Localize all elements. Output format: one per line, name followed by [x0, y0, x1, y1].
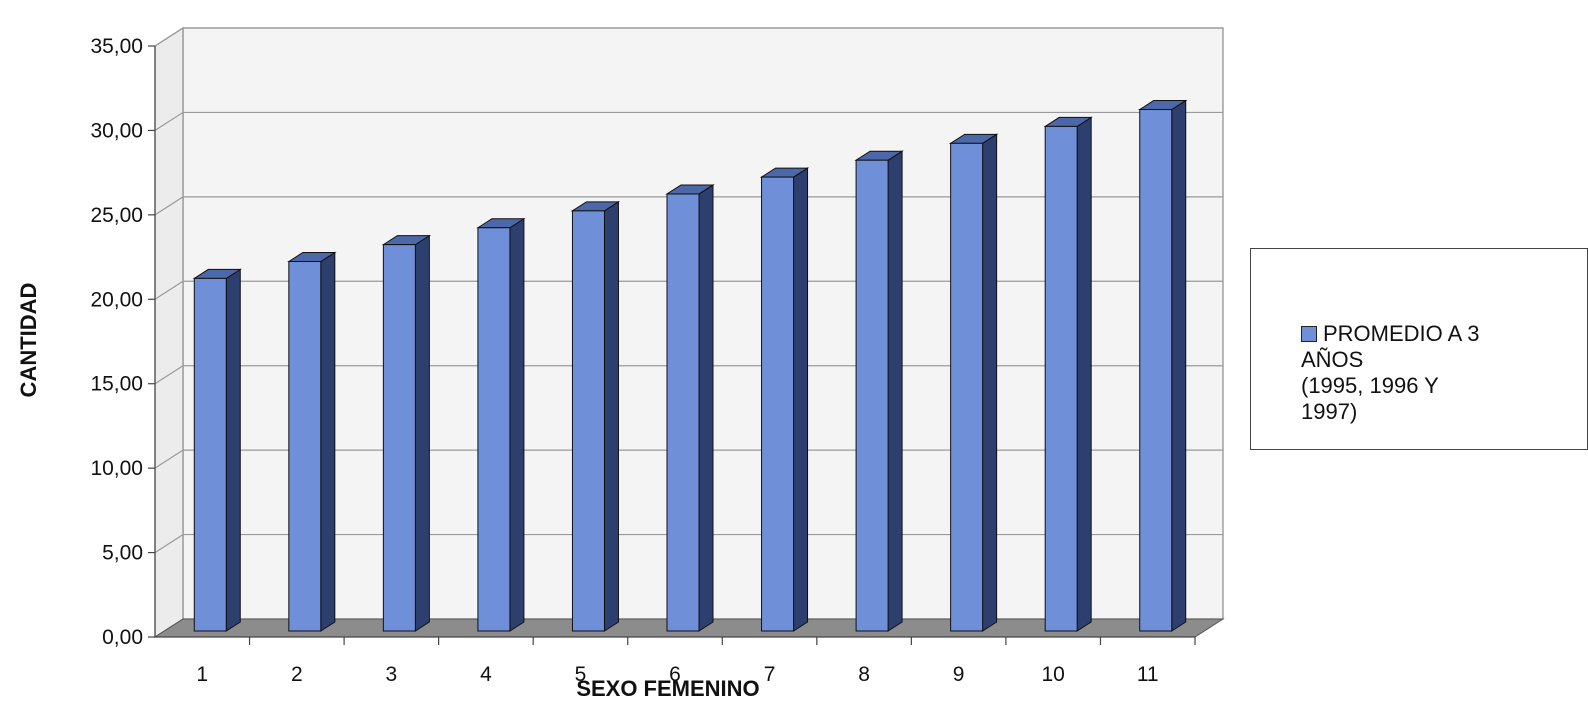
bar-front: [288, 261, 322, 632]
bar: [1043, 116, 1093, 632]
x-tick-label: 5: [575, 663, 587, 686]
y-tick-labels: 0,00 5,00 10,00 15,00 20,00 25,00 30,00 35,00: [90, 35, 143, 649]
bar-side: [1171, 99, 1187, 632]
bar: [192, 268, 242, 632]
bar-front: [1044, 125, 1078, 632]
bar-series: [192, 99, 1188, 632]
bar-side: [982, 133, 998, 632]
bar: [948, 133, 999, 632]
x-tick-labels: 1 2 3 4 5 6 7 8 9 10 11: [196, 663, 1158, 686]
legend-swatch-icon: [1301, 326, 1317, 342]
x-tick-label: 7: [764, 663, 776, 686]
bar-side: [320, 251, 336, 632]
x-tick-label: 6: [669, 663, 681, 686]
bar-front: [761, 176, 795, 632]
bar-side: [1076, 116, 1092, 632]
y-tick-label: 25,00: [90, 204, 143, 227]
y-tick-label: 0,00: [102, 626, 143, 649]
bar-side: [603, 200, 619, 632]
bar: [1138, 99, 1188, 632]
bar-side: [887, 150, 903, 632]
bar-side: [225, 268, 241, 632]
bar-side: [414, 234, 430, 632]
y-tick-label: 5,00: [102, 542, 143, 565]
bar-front: [571, 210, 605, 632]
gridline: [154, 111, 1223, 131]
y-tick-label: 20,00: [90, 288, 143, 311]
bar: [476, 217, 526, 632]
legend: PROMEDIO A 3 AÑOS (1995, 1996 Y 1997): [1250, 248, 1588, 450]
x-tick-label: 8: [858, 663, 870, 686]
bar-front: [950, 142, 984, 632]
bar: [570, 200, 621, 632]
bar-front: [193, 277, 227, 632]
x-tick-label: 11: [1137, 663, 1159, 686]
side-wall: [154, 26, 184, 639]
gridline: [154, 27, 1223, 47]
x-tick-label: 3: [386, 663, 398, 686]
bar-front: [382, 244, 416, 632]
bar-side: [509, 217, 525, 632]
x-tick-label: 2: [291, 663, 303, 686]
y-tick-label: 10,00: [90, 457, 143, 480]
y-tick-label: 30,00: [90, 119, 143, 142]
bar-front: [666, 193, 700, 632]
legend-entry: PROMEDIO A 3 AÑOS (1995, 1996 Y 1997): [1301, 321, 1571, 425]
x-axis-title: SEXO FEMENINO: [576, 676, 759, 701]
legend-label: PROMEDIO A 3 AÑOS (1995, 1996 Y 1997): [1301, 321, 1480, 424]
bar-side: [793, 167, 809, 632]
x-tick-label: 10: [1042, 663, 1065, 686]
x-tick-label: 4: [480, 663, 492, 686]
bar-front: [1139, 109, 1173, 632]
bar-front: [477, 227, 511, 632]
bar-front: [855, 159, 889, 632]
bar: [759, 167, 810, 632]
bar: [287, 251, 337, 632]
y-tick-label: 15,00: [90, 373, 143, 396]
y-axis-title: CANTIDAD: [16, 283, 41, 398]
x-tick-label: 1: [196, 663, 208, 686]
bar: [381, 234, 432, 632]
bar-side: [698, 184, 714, 632]
bar-chart: 0,00 5,00 10,00 15,00 20,00 25,00 30,00 35,00 1…: [16, 26, 1225, 701]
bar: [665, 184, 715, 632]
bar: [854, 150, 904, 632]
x-tick-label: 9: [953, 663, 965, 686]
y-tick-label: 35,00: [90, 35, 143, 58]
